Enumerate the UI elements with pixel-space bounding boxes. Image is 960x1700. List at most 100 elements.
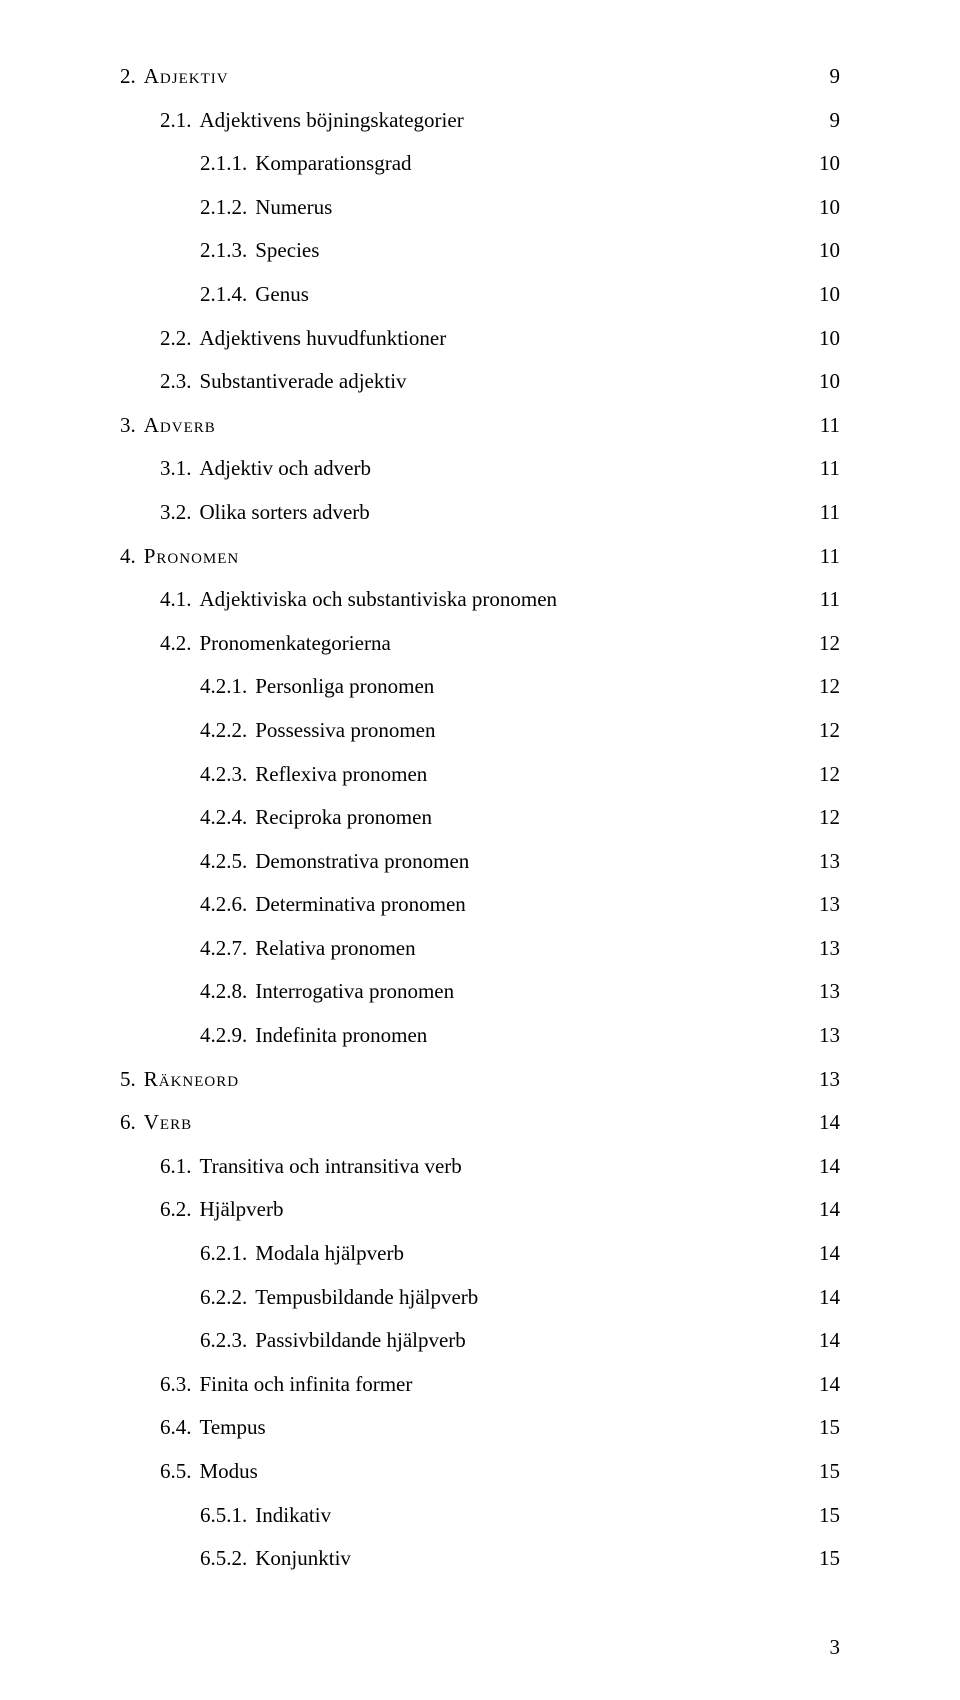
toc-row: 6.5.Modus 15 bbox=[120, 1455, 840, 1489]
toc-page: 12 bbox=[810, 627, 840, 661]
toc-row: 6.2.3.Passivbildande hjälpverb 14 bbox=[120, 1324, 840, 1358]
toc-page: 14 bbox=[810, 1193, 840, 1227]
toc-label: Modala hjälpverb bbox=[255, 1237, 404, 1271]
toc-row: 3.Adverb 11 bbox=[120, 409, 840, 443]
toc-page: 15 bbox=[810, 1542, 840, 1576]
toc-label: Determinativa pronomen bbox=[255, 888, 466, 922]
toc-page: 12 bbox=[810, 758, 840, 792]
toc-page: 15 bbox=[810, 1499, 840, 1533]
toc-number: 4.2.7. bbox=[200, 932, 247, 966]
toc-page: 10 bbox=[810, 234, 840, 268]
toc-page: 10 bbox=[810, 278, 840, 312]
page-container: 2.Adjektiv9 2.1.Adjektivens böjningskateg… bbox=[0, 0, 960, 1700]
toc-row: 4.2.4.Reciproka pronomen12 bbox=[120, 801, 840, 835]
toc-page: 14 bbox=[810, 1150, 840, 1184]
toc-page: 15 bbox=[810, 1455, 840, 1489]
toc-page: 10 bbox=[810, 322, 840, 356]
toc-row: 6.4.Tempus15 bbox=[120, 1411, 840, 1445]
toc-page: 11 bbox=[810, 540, 840, 574]
toc-number: 4.2.3. bbox=[200, 758, 247, 792]
toc-number: 6.2. bbox=[160, 1193, 192, 1227]
toc-number: 4.2. bbox=[160, 627, 192, 661]
toc-page: 15 bbox=[810, 1411, 840, 1445]
toc-row: 2.3.Substantiverade adjektiv10 bbox=[120, 365, 840, 399]
toc-number: 2.1. bbox=[160, 104, 192, 138]
toc-row: 2.1.1.Komparationsgrad10 bbox=[120, 147, 840, 181]
toc-page: 13 bbox=[810, 1019, 840, 1053]
toc-number: 4.1. bbox=[160, 583, 192, 617]
toc-row: 4.2.9.Indefinita pronomen 13 bbox=[120, 1019, 840, 1053]
toc-row: 4.2.6.Determinativa pronomen13 bbox=[120, 888, 840, 922]
toc-row: 4.2.8.Interrogativa pronomen13 bbox=[120, 975, 840, 1009]
toc-page: 11 bbox=[810, 496, 840, 530]
toc-label: Reflexiva pronomen bbox=[255, 758, 427, 792]
toc-row: 6.3.Finita och infinita former 14 bbox=[120, 1368, 840, 1402]
toc-label: Adjektivens huvudfunktioner bbox=[200, 322, 447, 356]
toc-number: 6.4. bbox=[160, 1411, 192, 1445]
toc-number: 4.2.9. bbox=[200, 1019, 247, 1053]
toc-page: 14 bbox=[810, 1324, 840, 1358]
toc-page: 12 bbox=[810, 714, 840, 748]
toc-row: 4.2.5.Demonstrativa pronomen13 bbox=[120, 845, 840, 879]
toc-label: Modus bbox=[200, 1455, 258, 1489]
toc-label: Demonstrativa pronomen bbox=[255, 845, 469, 879]
toc-label: Hjälpverb bbox=[200, 1193, 284, 1227]
toc-row: 3.1.Adjektiv och adverb11 bbox=[120, 452, 840, 486]
toc-page: 14 bbox=[810, 1368, 840, 1402]
toc-number: 2.1.2. bbox=[200, 191, 247, 225]
toc-page: 14 bbox=[810, 1106, 840, 1140]
toc-number: 4.2.2. bbox=[200, 714, 247, 748]
toc-row: 4.2.1.Personliga pronomen12 bbox=[120, 670, 840, 704]
toc-page: 9 bbox=[810, 104, 840, 138]
toc-label: Adjektiviska och substantiviska pronomen bbox=[200, 583, 558, 617]
toc-label: Species bbox=[255, 234, 319, 268]
toc-label: Adjektivens böjningskategorier bbox=[200, 104, 464, 138]
toc-label: Substantiverade adjektiv bbox=[200, 365, 407, 399]
toc-label: Adjektiv bbox=[144, 60, 229, 94]
toc-label: Finita och infinita former bbox=[200, 1368, 413, 1402]
toc-number: 2.2. bbox=[160, 322, 192, 356]
toc-page: 14 bbox=[810, 1237, 840, 1271]
toc-row: 2.1.3.Species 10 bbox=[120, 234, 840, 268]
toc-number: 4.2.1. bbox=[200, 670, 247, 704]
toc-number: 6.3. bbox=[160, 1368, 192, 1402]
toc-row: 6.1.Transitiva och intransitiva verb14 bbox=[120, 1150, 840, 1184]
toc-number: 6.5.1. bbox=[200, 1499, 247, 1533]
toc-row: 6.Verb14 bbox=[120, 1106, 840, 1140]
toc-row: 6.2.Hjälpverb 14 bbox=[120, 1193, 840, 1227]
toc-number: 2.1.3. bbox=[200, 234, 247, 268]
toc-label: Konjunktiv bbox=[255, 1542, 351, 1576]
toc-number: 6.2.1. bbox=[200, 1237, 247, 1271]
toc-number: 4. bbox=[120, 540, 136, 574]
toc-row: 6.2.1.Modala hjälpverb 14 bbox=[120, 1237, 840, 1271]
toc-page: 12 bbox=[810, 801, 840, 835]
toc-label: Personliga pronomen bbox=[255, 670, 434, 704]
toc-number: 6.5. bbox=[160, 1455, 192, 1489]
toc-page: 11 bbox=[810, 583, 840, 617]
toc-label: Relativa pronomen bbox=[255, 932, 415, 966]
toc-number: 4.2.5. bbox=[200, 845, 247, 879]
toc-label: Passivbildande hjälpverb bbox=[255, 1324, 466, 1358]
toc-label: Adverb bbox=[144, 409, 216, 443]
toc-row: 4.2.Pronomenkategorierna 12 bbox=[120, 627, 840, 661]
toc-row: 3.2.Olika sorters adverb11 bbox=[120, 496, 840, 530]
toc-page: 10 bbox=[810, 147, 840, 181]
toc-row: 2.Adjektiv9 bbox=[120, 60, 840, 94]
toc-number: 6.2.3. bbox=[200, 1324, 247, 1358]
toc-row: 2.2.Adjektivens huvudfunktioner 10 bbox=[120, 322, 840, 356]
toc-row: 2.1.Adjektivens böjningskategorier 9 bbox=[120, 104, 840, 138]
toc-label: Indefinita pronomen bbox=[255, 1019, 427, 1053]
toc-label: Pronomenkategorierna bbox=[200, 627, 391, 661]
toc-row: 4.2.3.Reflexiva pronomen 12 bbox=[120, 758, 840, 792]
toc-row: 4.1.Adjektiviska och substantiviska pron… bbox=[120, 583, 840, 617]
toc-number: 3. bbox=[120, 409, 136, 443]
toc-number: 6.1. bbox=[160, 1150, 192, 1184]
toc-label: Indikativ bbox=[255, 1499, 331, 1533]
toc-number: 6. bbox=[120, 1106, 136, 1140]
toc-label: Komparationsgrad bbox=[255, 147, 411, 181]
toc-page: 11 bbox=[810, 409, 840, 443]
toc-number: 2.1.4. bbox=[200, 278, 247, 312]
toc-row: 6.5.1.Indikativ 15 bbox=[120, 1499, 840, 1533]
toc-number: 4.2.8. bbox=[200, 975, 247, 1009]
toc-page: 14 bbox=[810, 1281, 840, 1315]
